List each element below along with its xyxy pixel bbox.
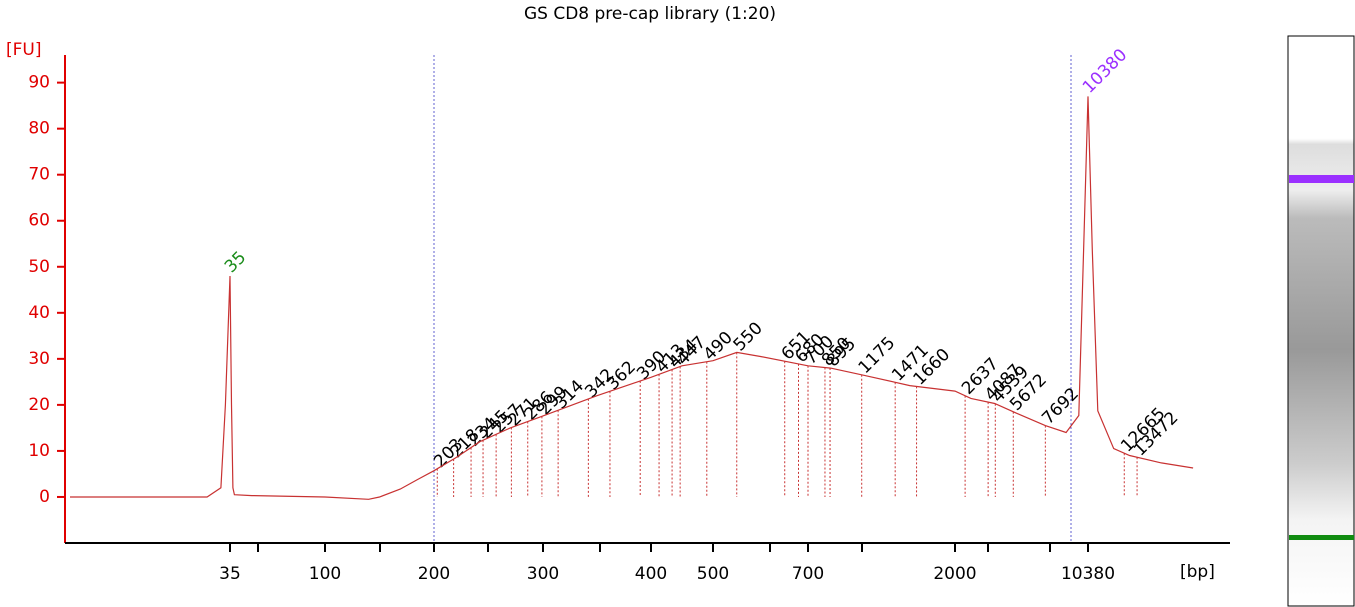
chart-title: GS CD8 pre-cap library (1:20) [524, 4, 776, 24]
y-tick-label: 40 [28, 303, 50, 323]
y-tick-label: 0 [39, 487, 50, 507]
gel-lane [1287, 35, 1355, 607]
gel-band-lower-marker [1289, 535, 1354, 540]
y-tick-label: 60 [28, 211, 50, 231]
x-tick-label: 100 [309, 564, 341, 584]
y-tick-label: 20 [28, 395, 50, 415]
x-tick-label: 300 [527, 564, 559, 584]
x-axis-label: [bp] [1180, 562, 1215, 582]
y-tick-label: 30 [28, 349, 50, 369]
gel-band-upper-marker [1289, 175, 1354, 183]
x-tick-label: 10380 [1061, 564, 1115, 584]
peak-label: 550 [730, 318, 767, 355]
y-tick-label: 10 [28, 441, 50, 461]
y-axis-label: [FU] [6, 40, 42, 60]
peak-label: 7692 [1038, 384, 1083, 429]
trace [70, 96, 1194, 500]
minor-ticks [257, 543, 1051, 552]
x-tick-label: 35 [219, 564, 241, 584]
y-tick-label: 90 [28, 73, 50, 93]
y-tick-label: 50 [28, 257, 50, 277]
y-tick-label: 70 [28, 165, 50, 185]
x-tick-label: 2000 [933, 564, 976, 584]
y-tick-label: 80 [28, 119, 50, 139]
x-tick-label: 200 [418, 564, 450, 584]
marker-peak-label: 35 [221, 248, 250, 277]
marker-peak-label: 10380 [1079, 45, 1131, 97]
x-tick-label: 400 [635, 564, 667, 584]
x-tick-label: 500 [697, 564, 729, 584]
x-tick-label: 700 [792, 564, 824, 584]
